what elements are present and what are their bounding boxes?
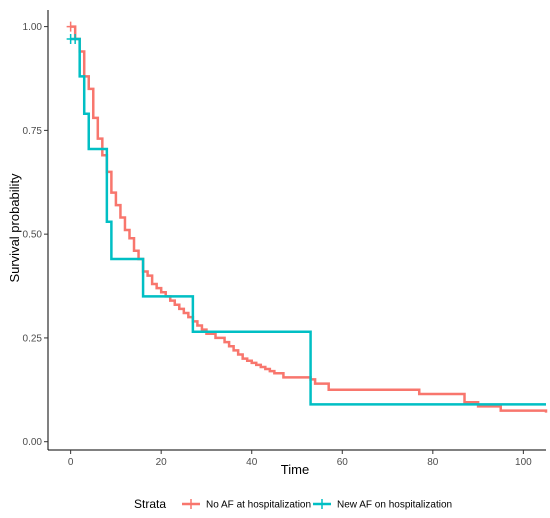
x-tick-label: 40 bbox=[246, 457, 258, 468]
legend: Strata No AF at hospitalization New AF on … bbox=[134, 497, 452, 511]
y-tick-label: 0.25 bbox=[23, 333, 43, 344]
y-tick-label: 1.00 bbox=[23, 22, 43, 33]
series-layer bbox=[66, 21, 548, 413]
x-tick-label: 20 bbox=[156, 457, 168, 468]
x-tick-label: 100 bbox=[515, 457, 532, 468]
legend-entry-label: New AF on hospitalization bbox=[337, 500, 452, 511]
y-tick-label: 0.75 bbox=[23, 126, 43, 137]
series-line-no-af bbox=[70, 25, 548, 413]
legend-entry-label: No AF at hospitalization bbox=[206, 500, 311, 511]
axes: 0 20 40 60 80 100 0.00 0.25 0.50 0.75 1.00 bbox=[23, 10, 546, 468]
x-axis-title: Time bbox=[281, 462, 309, 477]
series-line-new-af bbox=[70, 37, 546, 406]
censor-mark bbox=[66, 21, 75, 32]
y-tick-label: 0.00 bbox=[23, 437, 43, 448]
legend-title: Strata bbox=[134, 497, 166, 511]
x-tick-label: 80 bbox=[427, 457, 439, 468]
censor-mark bbox=[71, 34, 80, 45]
x-tick-label: 0 bbox=[68, 457, 74, 468]
y-tick-label: 0.50 bbox=[23, 230, 43, 241]
x-tick-label: 60 bbox=[337, 457, 349, 468]
y-axis-title: Survival probability bbox=[7, 173, 22, 283]
